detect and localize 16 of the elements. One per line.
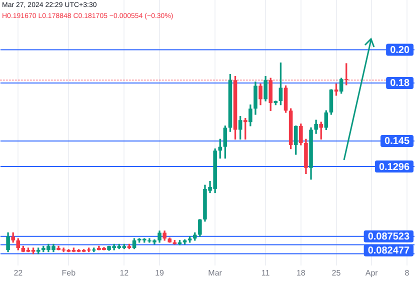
x-tick-label: Mar	[208, 268, 222, 278]
x-tick-label: Apr	[365, 268, 378, 278]
x-tick-label: 8	[404, 268, 410, 278]
x-tick-label: 25	[332, 268, 342, 278]
ref-line-label: 0.1296	[378, 162, 410, 173]
ref-line-label: 0.145	[384, 136, 410, 148]
x-tick-label: 12	[120, 268, 130, 278]
ref-line-label: 0.18	[390, 78, 410, 90]
x-tick-label: 11	[261, 268, 270, 278]
ref-line-label: 0.082477	[368, 246, 410, 257]
x-tick-label: 18	[296, 268, 306, 278]
x-tick-label: Feb	[62, 268, 76, 278]
ref-line-label: 0.20	[390, 45, 410, 56]
ref-line-label: 0.087523	[368, 232, 410, 243]
x-tick-label: 19	[155, 268, 165, 278]
x-tick-label: 22	[14, 268, 24, 278]
